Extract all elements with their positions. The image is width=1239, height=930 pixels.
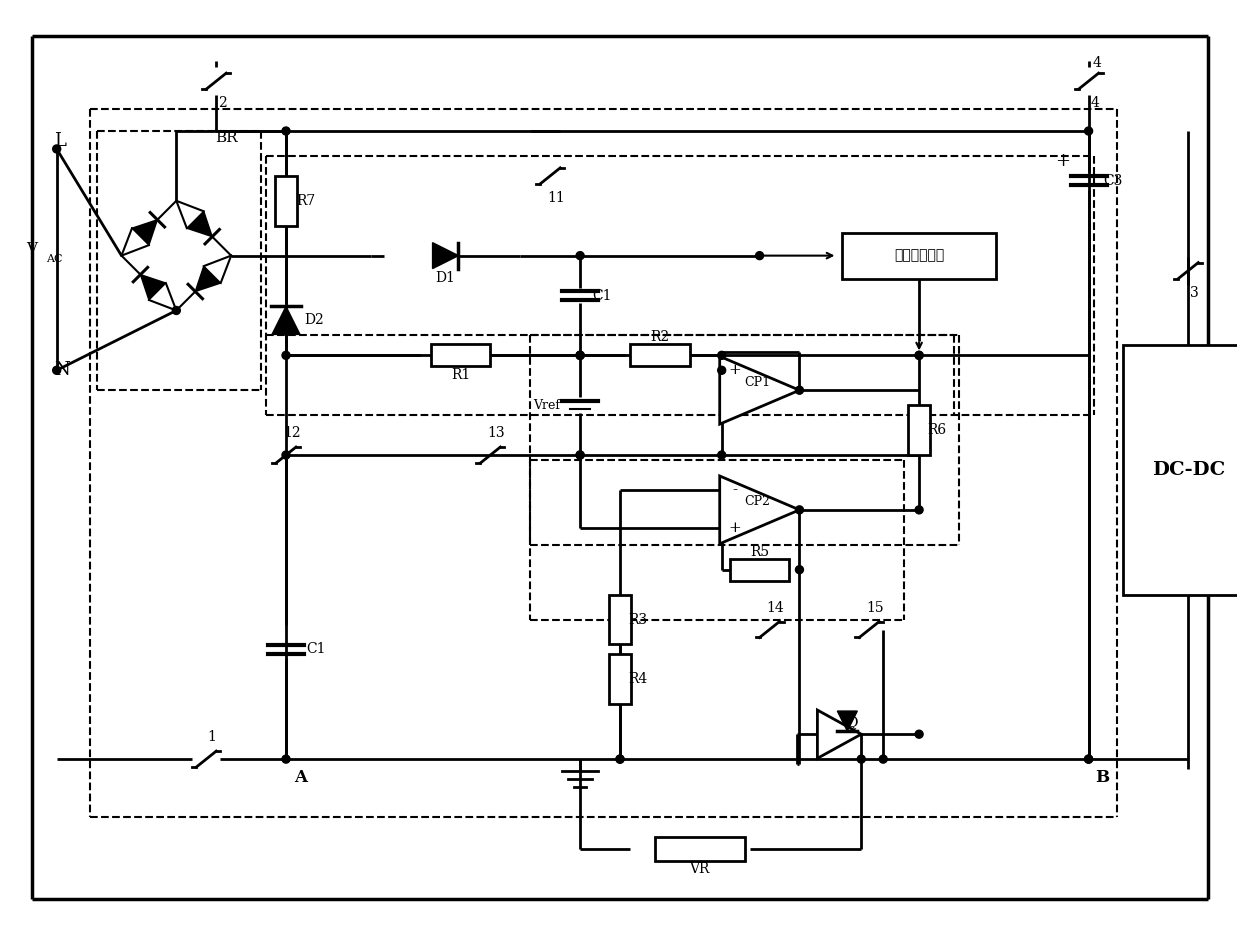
- Circle shape: [576, 352, 584, 359]
- Polygon shape: [133, 219, 157, 246]
- Text: +: +: [729, 521, 741, 535]
- Bar: [629, 344, 690, 366]
- Bar: [275, 176, 297, 226]
- Text: +: +: [729, 364, 741, 378]
- Bar: [431, 344, 491, 366]
- Polygon shape: [432, 243, 458, 269]
- Text: A: A: [295, 768, 307, 786]
- Circle shape: [795, 565, 803, 574]
- Text: 11: 11: [548, 191, 565, 205]
- Circle shape: [576, 352, 584, 359]
- Text: 1: 1: [208, 730, 217, 744]
- Circle shape: [1084, 755, 1093, 764]
- Text: R3: R3: [628, 613, 648, 627]
- Text: +: +: [1056, 152, 1070, 170]
- Circle shape: [880, 755, 887, 764]
- Circle shape: [172, 307, 181, 314]
- Text: CP1: CP1: [745, 376, 771, 389]
- Text: R5: R5: [750, 545, 769, 559]
- Text: V: V: [26, 242, 37, 256]
- Polygon shape: [140, 274, 166, 300]
- Text: AC: AC: [46, 254, 62, 263]
- Text: DC-DC: DC-DC: [1152, 461, 1225, 479]
- Text: L: L: [53, 132, 66, 150]
- Polygon shape: [720, 356, 799, 424]
- Circle shape: [916, 352, 923, 359]
- Text: CP2: CP2: [745, 496, 771, 509]
- Text: 限压偏置电路: 限压偏置电路: [895, 248, 944, 262]
- Bar: [655, 837, 745, 861]
- Circle shape: [916, 352, 923, 359]
- Text: R4: R4: [628, 672, 648, 686]
- Bar: [908, 405, 930, 455]
- Text: BR: BR: [214, 131, 238, 145]
- Text: 12: 12: [284, 426, 301, 440]
- Bar: [610, 655, 631, 704]
- Text: Vref: Vref: [533, 399, 560, 412]
- Circle shape: [916, 506, 923, 514]
- Text: B: B: [1095, 768, 1110, 786]
- Circle shape: [53, 366, 61, 374]
- Polygon shape: [187, 211, 212, 236]
- Text: R6: R6: [928, 423, 947, 437]
- Bar: [610, 594, 631, 644]
- Text: 13: 13: [488, 426, 506, 440]
- Text: C1: C1: [306, 643, 326, 657]
- Text: Q: Q: [845, 715, 857, 729]
- Circle shape: [916, 730, 923, 738]
- Bar: [730, 559, 789, 580]
- Circle shape: [717, 451, 726, 459]
- Polygon shape: [720, 476, 799, 544]
- Circle shape: [576, 451, 584, 459]
- Bar: [1124, 345, 1239, 594]
- Text: D2: D2: [304, 313, 323, 327]
- Circle shape: [576, 352, 584, 359]
- Circle shape: [282, 127, 290, 135]
- Text: VR: VR: [690, 862, 710, 876]
- Circle shape: [616, 755, 624, 764]
- Text: C1: C1: [592, 288, 612, 302]
- Circle shape: [53, 145, 61, 153]
- Circle shape: [282, 451, 290, 459]
- Circle shape: [282, 352, 290, 359]
- Text: 4: 4: [1092, 56, 1101, 70]
- Circle shape: [857, 755, 865, 764]
- Text: R2: R2: [650, 330, 669, 344]
- Circle shape: [756, 252, 763, 259]
- Polygon shape: [838, 711, 857, 731]
- Circle shape: [717, 352, 726, 359]
- Circle shape: [282, 755, 290, 764]
- Circle shape: [795, 506, 803, 514]
- Text: 4: 4: [1090, 96, 1099, 110]
- Polygon shape: [196, 266, 221, 291]
- Bar: [841, 232, 996, 279]
- Polygon shape: [818, 711, 861, 758]
- Circle shape: [717, 366, 726, 374]
- Text: 15: 15: [866, 601, 885, 615]
- Circle shape: [616, 755, 624, 764]
- Text: N: N: [53, 361, 69, 379]
- Circle shape: [576, 451, 584, 459]
- Text: 3: 3: [1189, 286, 1198, 299]
- Text: 14: 14: [767, 601, 784, 615]
- Text: D1: D1: [436, 271, 456, 285]
- Circle shape: [576, 252, 584, 259]
- Circle shape: [1084, 755, 1093, 764]
- Circle shape: [795, 386, 803, 394]
- Text: C3: C3: [1103, 174, 1123, 188]
- Polygon shape: [273, 307, 300, 335]
- Circle shape: [1084, 127, 1093, 135]
- Text: R1: R1: [451, 368, 470, 382]
- Text: -: -: [732, 483, 737, 497]
- Text: R7: R7: [296, 193, 316, 207]
- Text: 2: 2: [218, 96, 227, 110]
